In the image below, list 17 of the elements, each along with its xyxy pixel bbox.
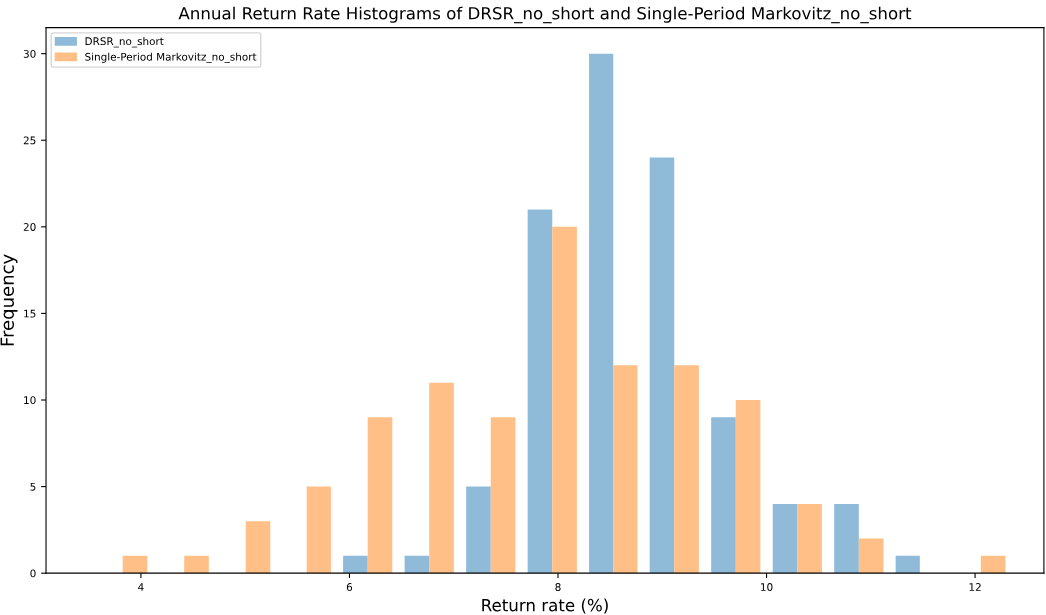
y-axis-title: Frequency	[0, 254, 18, 346]
y-tick-label: 10	[24, 396, 36, 405]
y-tick-label: 30	[23, 49, 36, 58]
x-tick-label: 4	[138, 583, 144, 591]
x-tick-label: 8	[555, 583, 561, 591]
chart-title: Annual Return Rate Histograms of DRSR_no_short and Single-Period Markovitz_no_short	[178, 6, 912, 24]
legend-label: DRSR_no_short	[85, 37, 164, 48]
y-tick-label: 5	[30, 482, 36, 491]
y-tick-label: 25	[23, 136, 36, 145]
y-tick-label: 20	[23, 223, 36, 231]
x-axis-title: Return rate (%)	[482, 598, 608, 614]
x-tick-label: 6	[346, 583, 353, 591]
legend-label: Single-Period Markovitz_no_short	[85, 52, 257, 63]
x-tick-label: 10	[761, 583, 773, 591]
x-tick-label: 12	[969, 583, 981, 591]
y-tick-label: 15	[24, 309, 36, 318]
y-tick-label: 0	[30, 569, 36, 578]
